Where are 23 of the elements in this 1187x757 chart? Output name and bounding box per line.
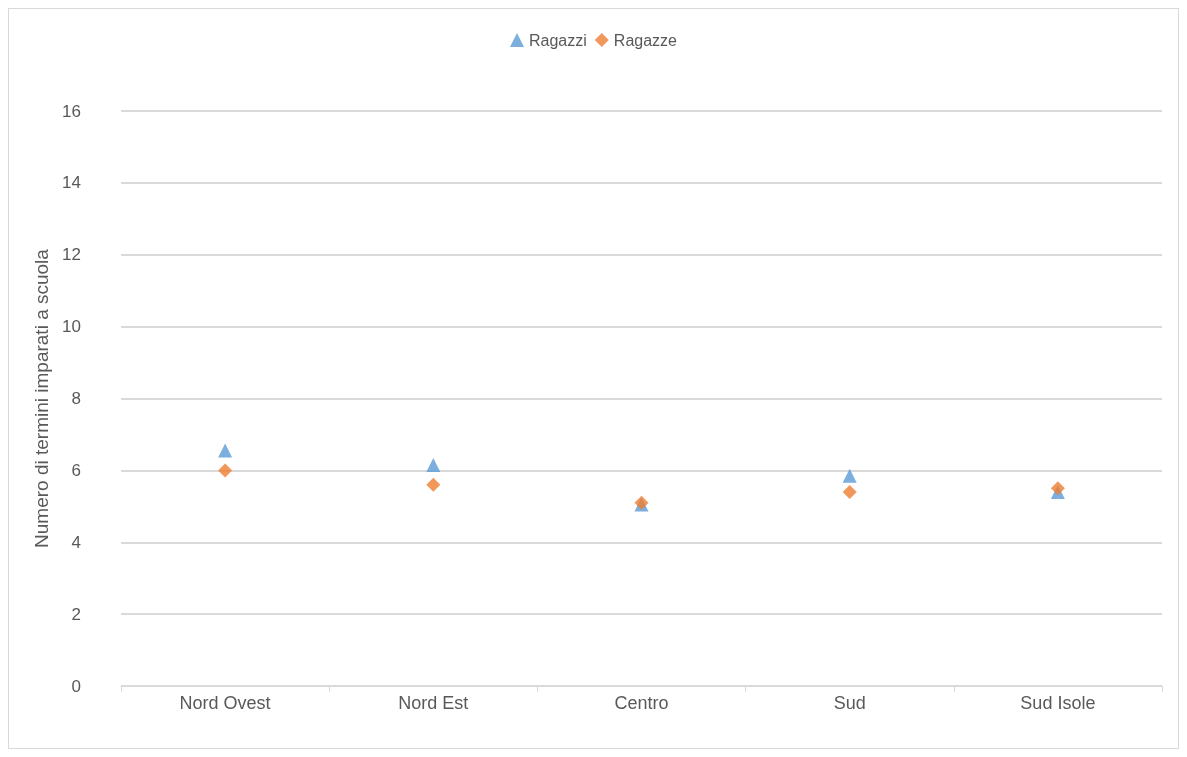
point	[218, 463, 233, 478]
y-tick-label: 10	[62, 317, 81, 337]
y-tick-label: 6	[71, 460, 81, 480]
point	[426, 457, 441, 472]
point	[842, 468, 857, 483]
legend-label: Ragazze	[613, 31, 678, 49]
y-axis-title: Numero di termini imparati a scuola	[31, 248, 53, 548]
point	[842, 484, 857, 499]
x-tick-label: Nord Est	[398, 693, 469, 713]
x-tick-label: Sud	[833, 693, 866, 713]
point	[218, 443, 233, 458]
x-tick-label: Nord Ovest	[179, 693, 271, 713]
y-tick-label: 14	[62, 173, 81, 193]
y-tick-label: 2	[71, 604, 81, 624]
y-tick-label: 0	[71, 676, 81, 696]
legend-label: Ragazzi	[529, 31, 587, 49]
point	[426, 477, 441, 492]
x-tick-label: Centro	[614, 693, 669, 713]
y-tick-label: 8	[71, 389, 81, 408]
y-tick-label: 4	[71, 532, 81, 552]
y-tick-label: 16	[62, 101, 81, 121]
x-tick-label: Sud Isole	[1020, 693, 1096, 713]
y-tick-label: 12	[62, 245, 81, 265]
